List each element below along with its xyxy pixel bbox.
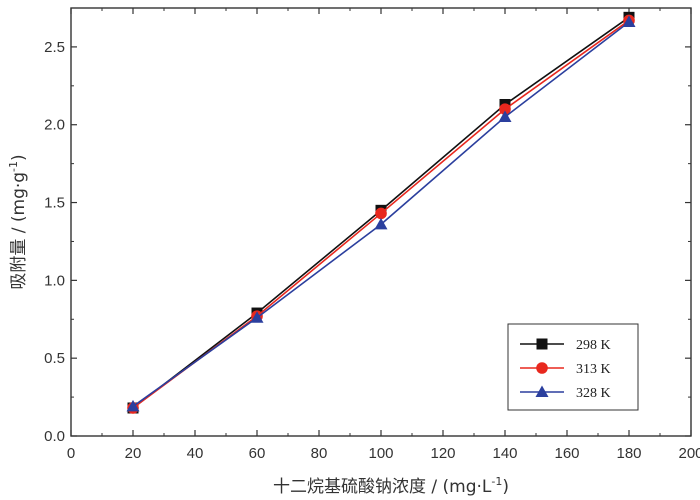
data-point-1-100 (375, 207, 387, 220)
axis-ticks: 0 20 40 60 80 100 120 140 160 180 200 0.0 0.5 1.0 1.5 2… (44, 8, 700, 462)
legend-box (507, 323, 639, 411)
data-point-2-100 (374, 217, 388, 230)
y-tick-label-2: 2.0 (44, 117, 65, 134)
series-2 (126, 15, 636, 412)
data-point-2-180 (622, 15, 636, 28)
legend-marker-2 (535, 385, 549, 397)
y-tick-label-0.5: 0.5 (44, 350, 65, 367)
y-tick-label-1.5: 1.5 (44, 195, 65, 212)
x-tick-label-20: 20 (125, 445, 142, 462)
y-axis-title-superscript: -1 (7, 161, 20, 172)
x-axis-title: 十二烷基硫酸钠浓度 / (mg·L-1) (273, 475, 509, 497)
x-tick-label-180: 180 (616, 445, 641, 462)
y-tick-label-2.5: 2.5 (44, 39, 65, 56)
x-tick-label-80: 80 (311, 445, 328, 462)
data-point-1-140 (499, 103, 511, 115)
y-axis-title-main: 吸附量 / (mg·g (9, 172, 29, 290)
x-tick-label-140: 140 (492, 445, 517, 462)
legend-label-1: 313 K (576, 362, 611, 377)
legend-label-2: 328 K (576, 386, 611, 401)
x-tick-label-40: 40 (187, 445, 204, 462)
y-tick-label-1: 1.0 (44, 272, 65, 289)
legend-marker-0 (536, 338, 548, 350)
x-tick-label-0: 0 (67, 445, 75, 462)
legend-marker-1 (536, 362, 548, 374)
data-point-2-140 (498, 110, 512, 122)
data-point-2-20 (126, 399, 140, 412)
y-tick-label-0: 0.0 (44, 428, 65, 445)
x-tick-label-200: 200 (678, 445, 700, 462)
x-tick-label-100: 100 (368, 445, 393, 462)
x-axis-title-close: ) (502, 477, 509, 497)
y-axis-title: 吸附量 / (mg·g-1) (7, 154, 29, 289)
data-point-2-60 (250, 311, 264, 323)
x-axis-title-main: 十二烷基硫酸钠浓度 / (mg·L (273, 477, 492, 497)
series-group (126, 11, 636, 414)
y-axis-title-close: ) (9, 154, 29, 161)
x-tick-label-60: 60 (249, 445, 266, 462)
legend: 298 K 313 K 328 K (507, 323, 639, 411)
legend-label-0: 298 K (576, 338, 611, 353)
x-tick-label-120: 120 (430, 445, 455, 462)
plot-area: 0 20 40 60 80 100 120 140 160 180 200 0.0 0.5 1.0 1.5 2… (44, 7, 700, 462)
x-tick-label-160: 160 (554, 445, 579, 462)
x-axis-title-superscript: -1 (491, 475, 502, 488)
